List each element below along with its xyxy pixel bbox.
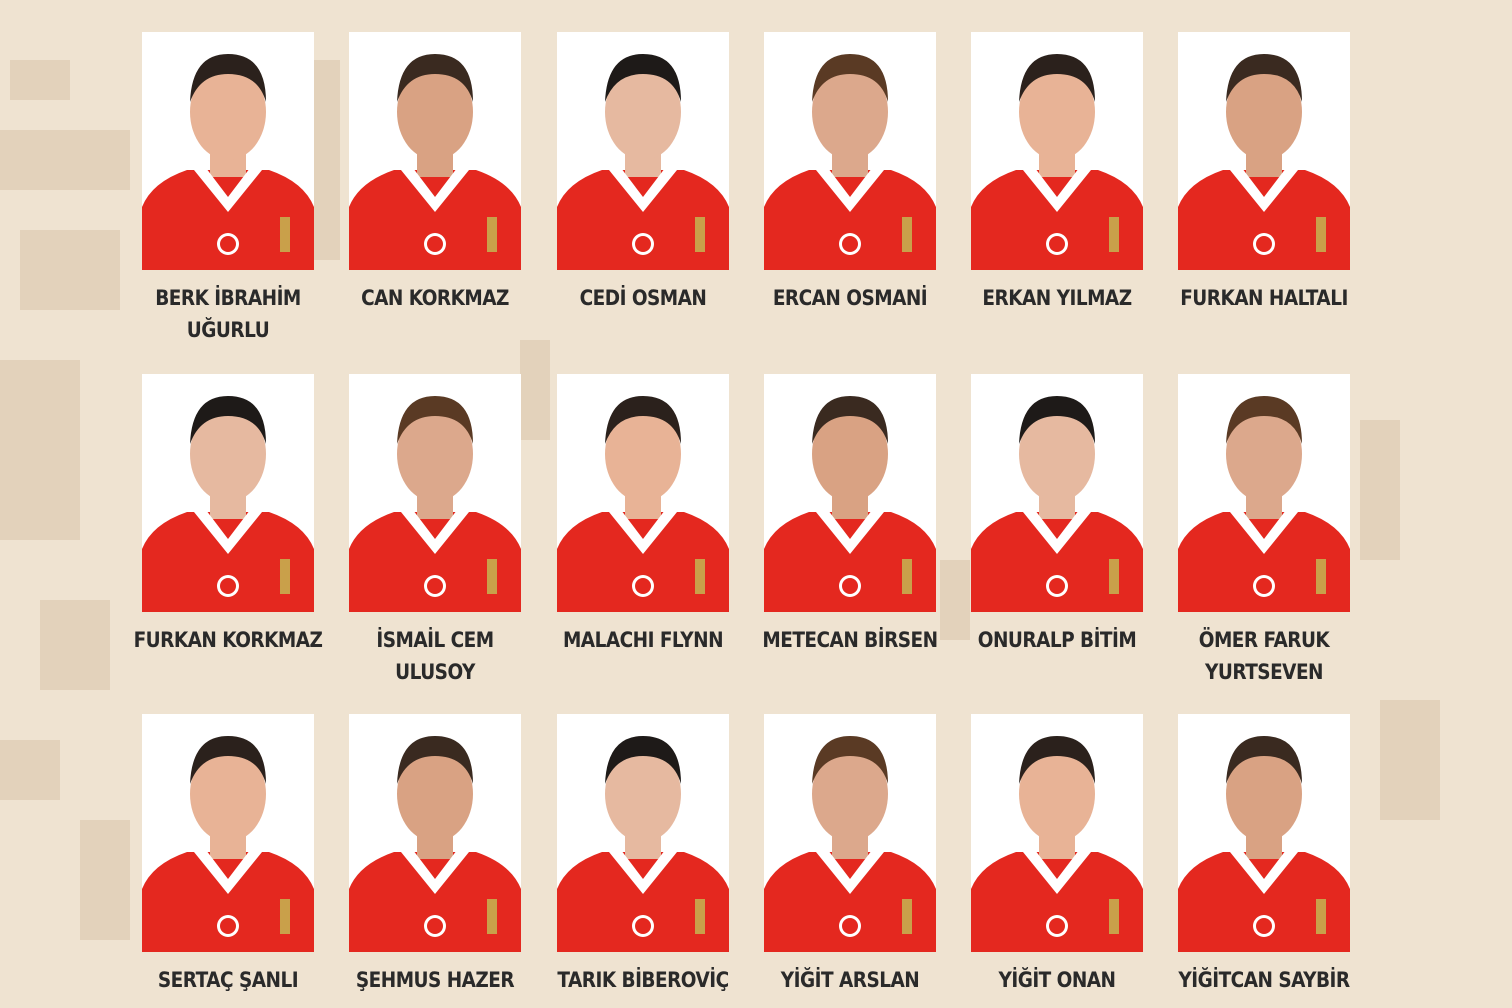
player-photo xyxy=(971,32,1143,270)
player-name: YİĞİTCAN SAYBİR xyxy=(1178,968,1350,992)
player-photo xyxy=(142,32,314,270)
player-card: CAN KORKMAZ xyxy=(349,32,521,310)
player-card: SERTAÇ ŞANLI xyxy=(142,714,314,992)
player-photo xyxy=(349,714,521,952)
player-card: BERK İBRAHİM UĞURLU xyxy=(142,32,314,342)
player-name: YİĞİT ONAN xyxy=(998,968,1116,992)
player-card: ONURALP BİTİM xyxy=(971,374,1143,652)
player-card: YİĞİT ARSLAN xyxy=(764,714,936,992)
player-card: CEDİ OSMAN xyxy=(557,32,729,310)
player-photo xyxy=(764,374,936,612)
player-card: ERCAN OSMANİ xyxy=(764,32,936,310)
player-card: FURKAN HALTALI xyxy=(1178,32,1350,310)
player-card: MALACHI FLYNN xyxy=(557,374,729,652)
player-photo xyxy=(1178,374,1350,612)
player-photo xyxy=(557,32,729,270)
player-photo xyxy=(971,714,1143,952)
player-card: YİĞİTCAN SAYBİR xyxy=(1178,714,1350,992)
player-card: TARIK BİBEROVİÇ xyxy=(557,714,729,992)
player-card: ŞEHMUS HAZER xyxy=(349,714,521,992)
player-card: FURKAN KORKMAZ xyxy=(134,374,323,652)
player-photo xyxy=(971,374,1143,612)
player-card: İSMAİL CEM ULUSOY xyxy=(349,374,521,684)
player-photo xyxy=(349,32,521,270)
player-name: BERK İBRAHİM UĞURLU xyxy=(155,286,301,342)
player-name: CAN KORKMAZ xyxy=(361,286,509,310)
player-photo xyxy=(764,32,936,270)
player-card: METECAN BİRSEN xyxy=(762,374,938,652)
player-photo xyxy=(142,374,314,612)
player-name: YİĞİT ARSLAN xyxy=(780,968,920,992)
player-name: ONURALP BİTİM xyxy=(977,628,1137,652)
player-name: ÖMER FARUK YURTSEVEN xyxy=(1198,628,1330,684)
player-photo xyxy=(764,714,936,952)
player-name: CEDİ OSMAN xyxy=(579,286,707,310)
player-name: ŞEHMUS HAZER xyxy=(355,968,515,992)
player-card: ERKAN YILMAZ xyxy=(971,32,1143,310)
player-photo xyxy=(1178,32,1350,270)
player-photo xyxy=(142,714,314,952)
player-photo xyxy=(557,714,729,952)
player-name: FURKAN HALTALI xyxy=(1180,286,1348,310)
player-name: İSMAİL CEM ULUSOY xyxy=(376,628,494,684)
player-photo xyxy=(1178,714,1350,952)
player-name: MALACHI FLYNN xyxy=(562,628,724,652)
player-photo xyxy=(349,374,521,612)
player-name: FURKAN KORKMAZ xyxy=(133,628,323,652)
player-card: YİĞİT ONAN xyxy=(971,714,1143,992)
player-name: SERTAÇ ŞANLI xyxy=(157,968,299,992)
player-photo xyxy=(557,374,729,612)
player-card: ÖMER FARUK YURTSEVEN xyxy=(1178,374,1350,684)
player-name: ERKAN YILMAZ xyxy=(982,286,1132,310)
player-name: ERCAN OSMANİ xyxy=(772,286,928,310)
player-name: TARIK BİBEROVİÇ xyxy=(557,968,729,992)
player-name: METECAN BİRSEN xyxy=(762,628,938,652)
